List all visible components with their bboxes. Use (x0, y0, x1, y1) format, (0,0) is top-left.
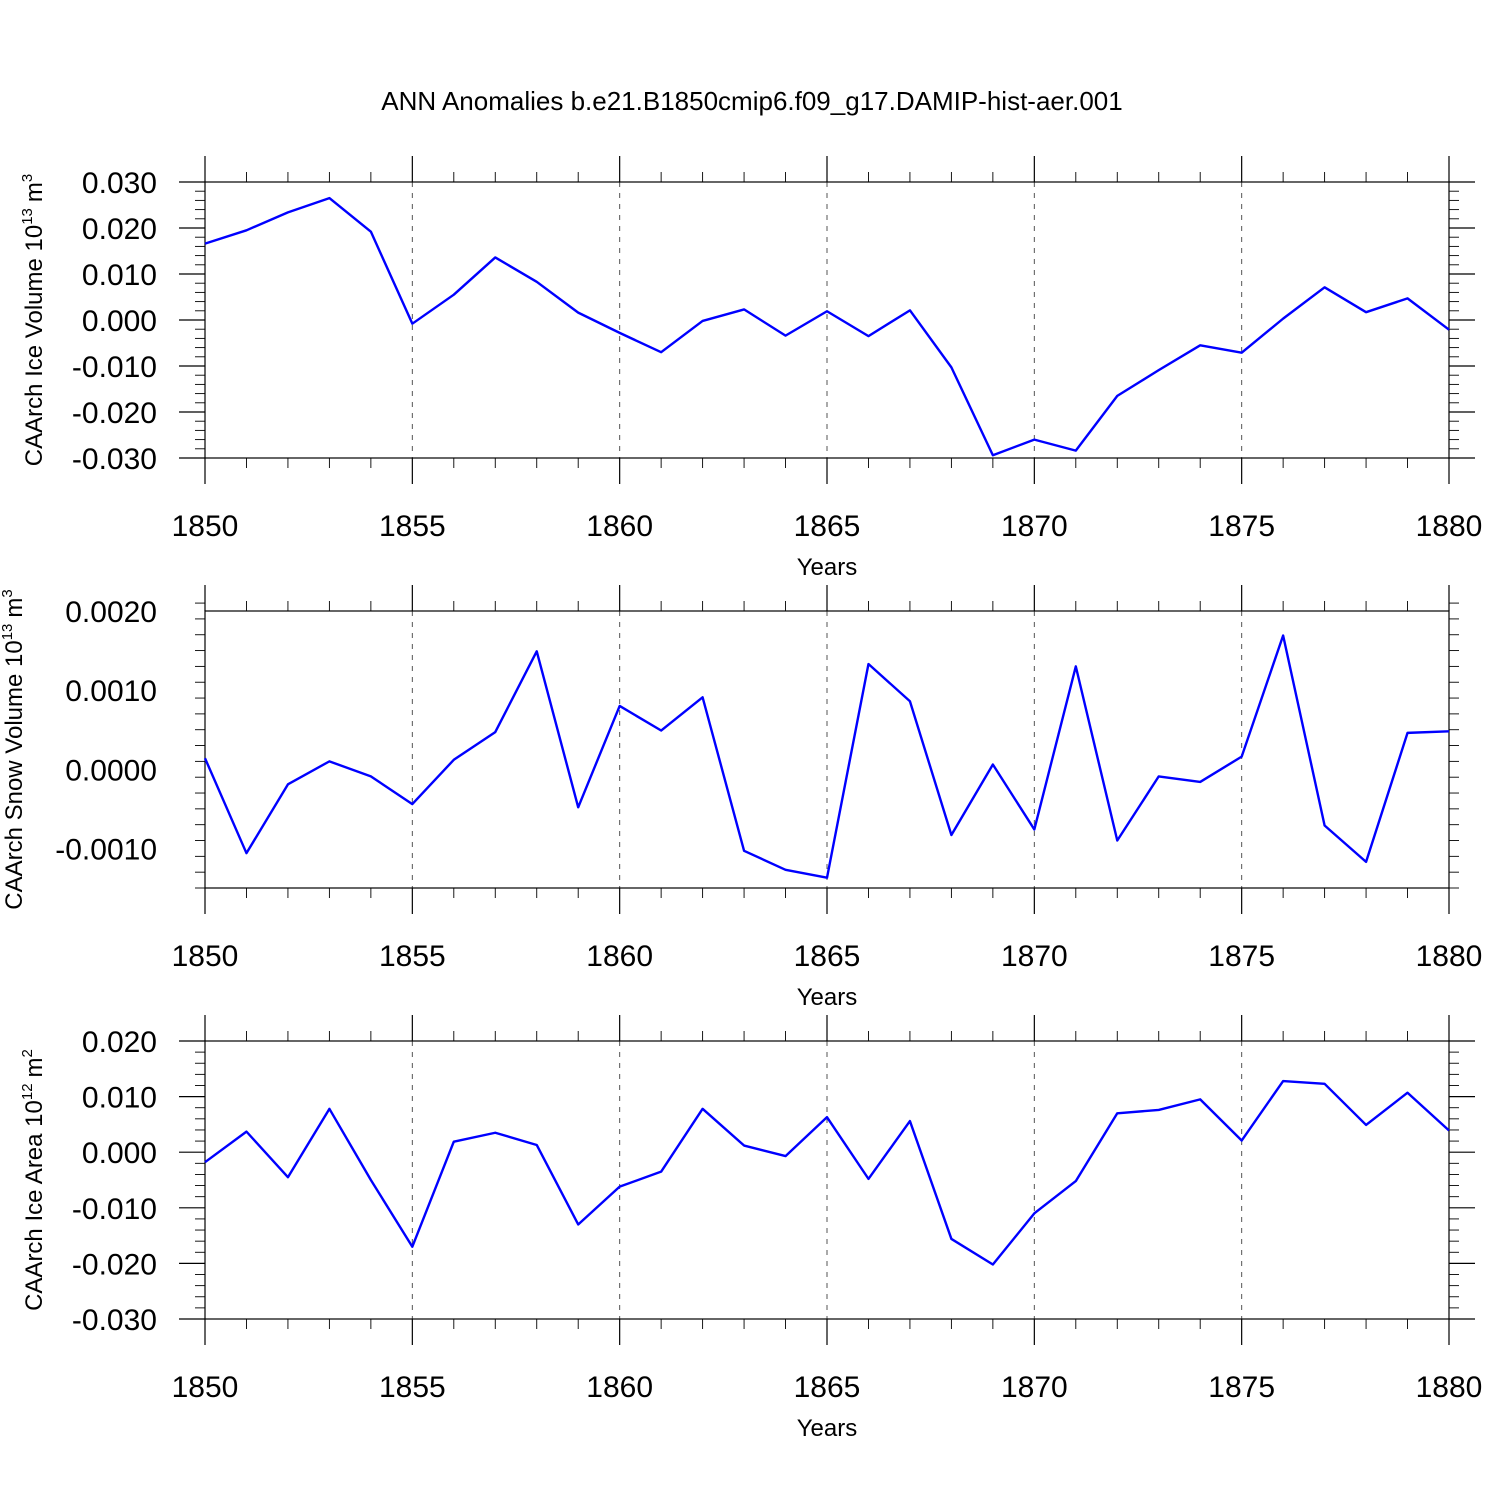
x-tick-label: 1865 (794, 510, 861, 543)
chart-title: ANN Anomalies b.e21.B1850cmip6.f09_g17.D… (381, 86, 1122, 116)
x-tick-label: 1880 (1416, 1371, 1483, 1404)
x-tick-label: 1875 (1208, 1371, 1275, 1404)
y-tick-label: -0.020 (72, 397, 157, 430)
y-tick-label: 0.0010 (65, 675, 157, 708)
x-tick-label: 1880 (1416, 510, 1483, 543)
x-tick-label: 1860 (586, 510, 653, 543)
x-tick-label: 1850 (172, 510, 239, 543)
y-tick-label: 0.0000 (65, 754, 157, 787)
x-axis-label: Years (797, 554, 858, 581)
y-tick-label: 0.010 (82, 1082, 157, 1115)
y-tick-label: 0.030 (82, 167, 157, 200)
x-tick-label: 1855 (379, 510, 446, 543)
panel-2: -0.0010 0.0000 0.0010 0.0020 1850 1855 1860 186… (0, 585, 1482, 1011)
x-tick-label: 1860 (586, 940, 653, 973)
y-tick-label: 0.020 (82, 1026, 157, 1059)
y-tick-label: 0.020 (82, 213, 157, 246)
x-tick-label: 1860 (586, 1371, 653, 1404)
y-tick-label: -0.010 (72, 1193, 157, 1226)
x-axis-label: Years (797, 1415, 858, 1442)
y-tick-label: -0.020 (72, 1248, 157, 1281)
panel-3: -0.030 -0.020 -0.010 0.000 0.010 0.020 1850 185… (19, 1015, 1482, 1442)
x-tick-label: 1870 (1001, 940, 1068, 973)
y-tick-label: 0.0020 (65, 596, 157, 629)
x-tick-label: 1850 (172, 940, 239, 973)
x-tick-label: 1880 (1416, 940, 1483, 973)
x-tick-label: 1865 (794, 940, 861, 973)
y-tick-label: -0.030 (72, 443, 157, 476)
y-axis-label: CAArch Snow Volume 1013m3 (0, 589, 28, 910)
y-tick-label: 0.010 (82, 259, 157, 292)
x-tick-label: 1850 (172, 1371, 239, 1404)
chart-panels: -0.030 -0.020 -0.010 0.000 0.010 0.020 0.030 18… (0, 156, 1482, 1442)
x-tick-label: 1875 (1208, 510, 1275, 543)
plot-frame (204, 1040, 1450, 1320)
x-tick-label: 1875 (1208, 940, 1275, 973)
series-line (203, 634, 1450, 879)
x-tick-label: 1865 (794, 1371, 861, 1404)
x-tick-label: 1870 (1001, 1371, 1068, 1404)
panel-1: -0.030 -0.020 -0.010 0.000 0.010 0.020 0.030 18… (19, 156, 1482, 581)
y-tick-label: 0.000 (82, 1137, 157, 1170)
series-line (204, 1079, 1450, 1266)
y-tick-label: -0.0010 (55, 833, 157, 866)
y-axis-label: CAArch Ice Volume 1013m3 (19, 174, 48, 466)
y-axis-label: CAArch Ice Area 1012m2 (19, 1049, 48, 1311)
x-axis-label: Years (797, 984, 858, 1011)
x-tick-label: 1855 (379, 1371, 446, 1404)
x-tick-label: 1870 (1001, 510, 1068, 543)
y-tick-label: -0.030 (72, 1304, 157, 1337)
y-tick-label: 0.000 (82, 305, 157, 338)
x-tick-label: 1855 (379, 940, 446, 973)
series-line (204, 196, 1450, 457)
y-tick-label: -0.010 (72, 351, 157, 384)
